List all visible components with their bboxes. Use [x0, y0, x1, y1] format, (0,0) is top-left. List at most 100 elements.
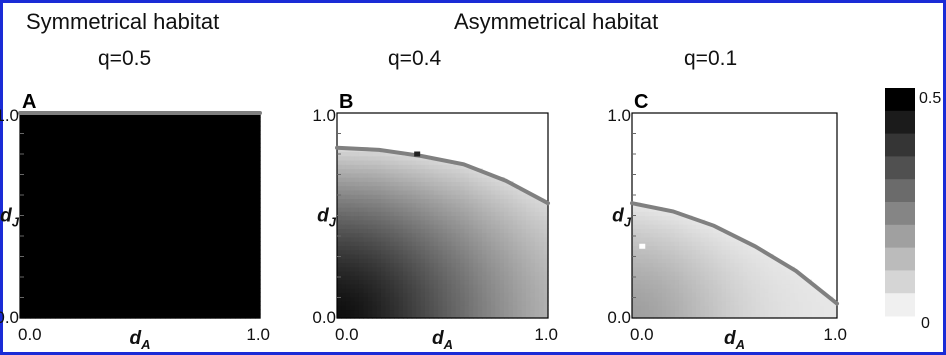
- heatmap-cell: [205, 117, 211, 123]
- heatmap-cell: [170, 138, 176, 144]
- heatmap-cell: [517, 283, 523, 289]
- heatmap-cell: [367, 168, 373, 174]
- heatmap-cell: [526, 249, 532, 255]
- heatmap-cell: [512, 305, 518, 311]
- heatmap-cell: [65, 228, 71, 234]
- heatmap-cell: [337, 159, 342, 165]
- heatmap-cell: [40, 305, 46, 311]
- heatmap-cell: [175, 241, 181, 246]
- heatmap-cell: [60, 185, 66, 191]
- heatmap-cell: [678, 228, 684, 234]
- heatmap-cell: [674, 300, 680, 306]
- heatmap-cell: [125, 177, 131, 182]
- heatmap-cell: [704, 305, 710, 311]
- heatmap-cell: [345, 300, 351, 306]
- heatmap-cell: [190, 181, 196, 187]
- heatmap-cell: [640, 288, 646, 293]
- heatmap-cell: [210, 181, 216, 187]
- heatmap-cell: [145, 198, 151, 204]
- heatmap-cell: [55, 117, 61, 123]
- heatmap-cell: [245, 258, 251, 264]
- heatmap-cell: [363, 245, 369, 251]
- heatmap-cell: [160, 134, 166, 140]
- heatmap-cell: [155, 224, 161, 229]
- heatmap-cells: [20, 113, 261, 319]
- heatmap-cell: [446, 283, 452, 289]
- heatmap-cell: [235, 138, 241, 144]
- heatmap-cell: [35, 130, 41, 135]
- heatmap-cell: [700, 258, 706, 264]
- heatmap-cell: [250, 164, 256, 170]
- heatmap-cell: [407, 228, 413, 234]
- heatmap-cell: [175, 168, 181, 174]
- heatmap-cell: [691, 245, 697, 251]
- heatmap-cell: [380, 202, 386, 208]
- heatmap-cell: [490, 300, 496, 306]
- heatmap-cell: [240, 305, 246, 311]
- heatmap-cell: [20, 159, 26, 165]
- heatmap-cell: [90, 117, 96, 123]
- heatmap-cell: [100, 275, 106, 281]
- heatmap-cell: [455, 309, 461, 315]
- heatmap-cell: [255, 232, 261, 238]
- heatmap-cell: [140, 236, 146, 242]
- heatmap-cell: [755, 262, 761, 268]
- heatmap-cell: [376, 253, 382, 259]
- heatmap-cell: [215, 241, 221, 246]
- heatmap-cell: [760, 266, 765, 272]
- heatmap-cell: [350, 185, 356, 191]
- heatmap-cell: [55, 147, 61, 153]
- heatmap-cell: [245, 185, 251, 191]
- heatmap-cell: [725, 249, 731, 255]
- heatmap-cell: [240, 113, 246, 118]
- heatmap-cell: [160, 309, 166, 315]
- heatmap-cell: [674, 249, 680, 255]
- heatmap-cell: [205, 288, 211, 293]
- heatmap-cell: [190, 249, 196, 255]
- heatmap-cell: [354, 224, 360, 229]
- heatmap-cell: [175, 189, 181, 195]
- heatmap-cell: [240, 283, 246, 289]
- heatmap-cell: [526, 288, 532, 293]
- heatmap-cell: [674, 228, 680, 234]
- heatmap-cell: [180, 181, 186, 187]
- heatmap-cell: [30, 219, 36, 225]
- heatmap-cell: [125, 142, 131, 148]
- heatmap-cell: [477, 181, 483, 187]
- heatmap-cell: [534, 258, 540, 264]
- heatmap-cell: [135, 305, 141, 311]
- heatmap-cell: [539, 206, 545, 212]
- heatmap-cell: [255, 117, 261, 123]
- heatmap-cell: [205, 258, 211, 264]
- heatmap-cell: [394, 168, 400, 174]
- y-tick-label-min: 0.0: [312, 308, 336, 327]
- heatmap-cell: [460, 292, 466, 298]
- heatmap-cell: [75, 228, 81, 234]
- heatmap-cell: [215, 202, 221, 208]
- heatmap-cell: [225, 215, 231, 221]
- heatmap-cell: [85, 262, 91, 268]
- heatmap-cell: [700, 275, 706, 281]
- heatmap-cell: [160, 198, 166, 204]
- heatmap-cell: [170, 224, 176, 229]
- heatmap-cell: [180, 262, 186, 268]
- heatmap-cell: [442, 224, 448, 229]
- heatmap-cell: [35, 211, 41, 217]
- heatmap-cell: [530, 305, 536, 311]
- colorbar-max-label: 0.5: [919, 90, 941, 107]
- heatmap-cell: [240, 147, 246, 153]
- heatmap-cell: [420, 283, 426, 289]
- heatmap-cell: [40, 262, 46, 268]
- heatmap-cell: [416, 275, 422, 281]
- heatmap-cell: [429, 159, 435, 165]
- heatmap-cell: [464, 253, 470, 259]
- heatmap-cell: [811, 288, 817, 293]
- heatmap-cell: [70, 236, 76, 242]
- heatmap-cell: [205, 134, 211, 140]
- heatmap-cell: [738, 275, 744, 281]
- heatmap-cell: [75, 164, 81, 170]
- heatmap-cell: [678, 236, 684, 242]
- heatmap-cell: [526, 194, 532, 200]
- heatmap-cell: [708, 253, 714, 259]
- heatmap-cell: [95, 113, 101, 118]
